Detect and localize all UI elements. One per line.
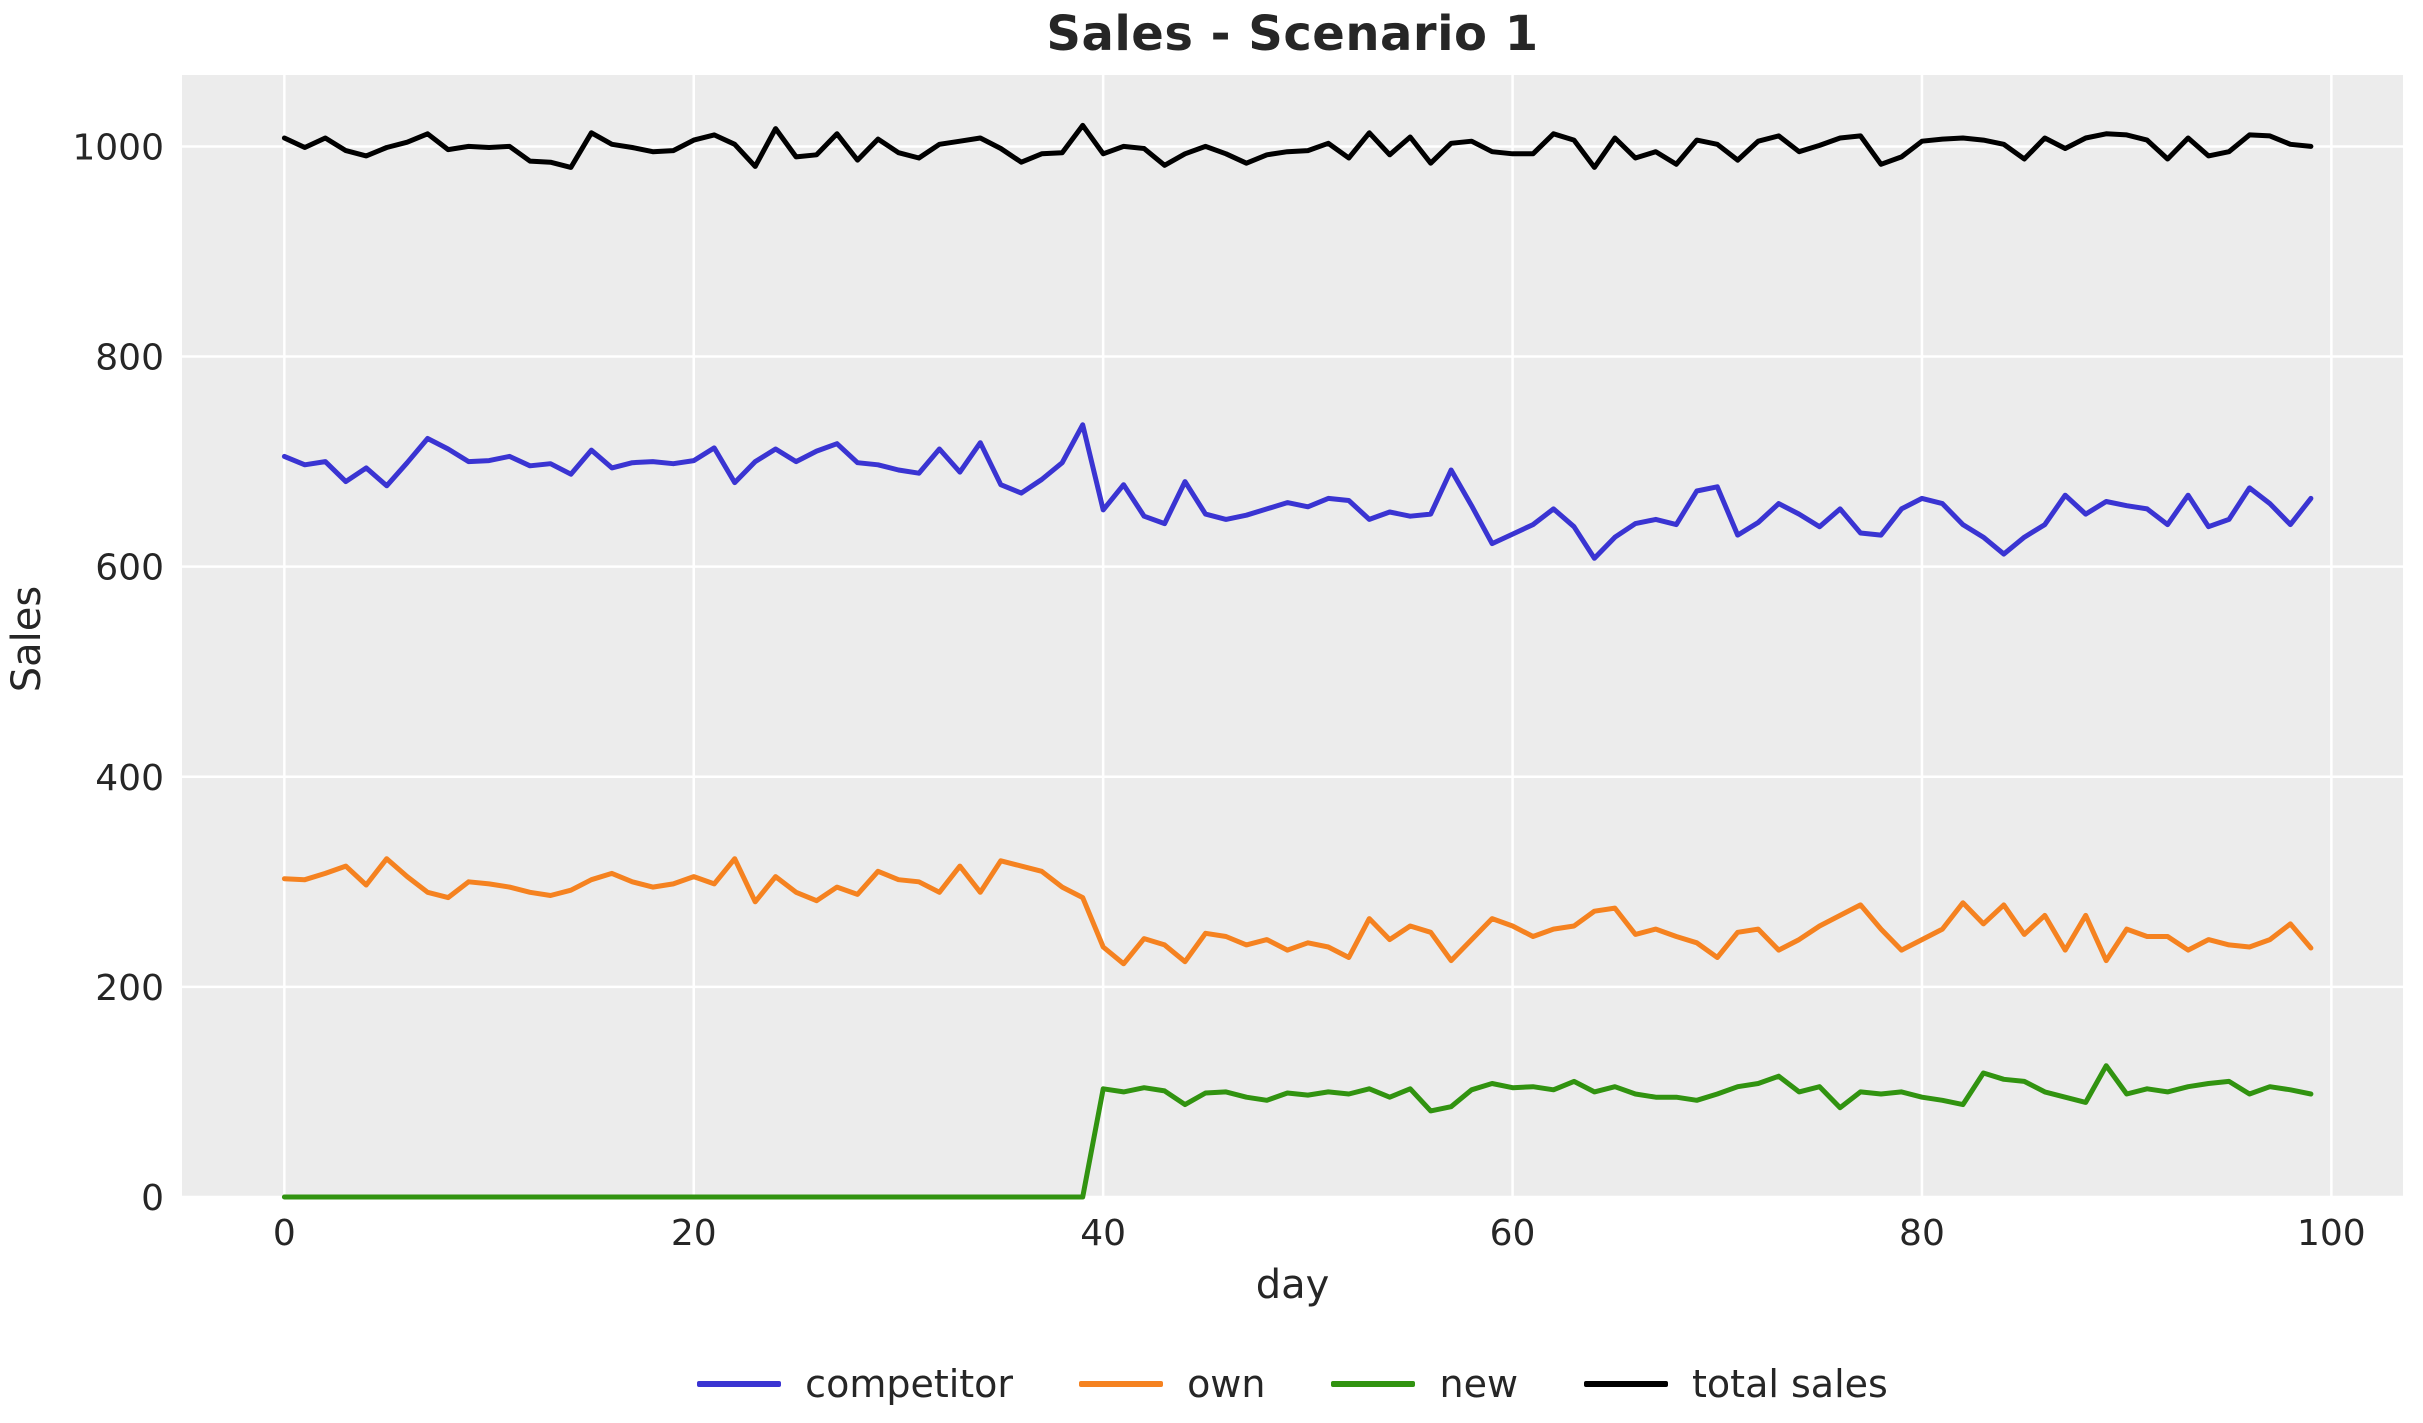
y-tick-label: 1000 xyxy=(72,127,164,168)
y-tick-label: 0 xyxy=(141,1178,164,1219)
y-tick-label: 600 xyxy=(95,548,164,589)
legend-swatch-total-sales xyxy=(1584,1381,1669,1387)
x-tick-label: 80 xyxy=(1899,1213,1945,1254)
x-tick-label: 20 xyxy=(671,1213,717,1254)
legend-label-total-sales: total sales xyxy=(1692,1362,1888,1406)
chart-title: Sales - Scenario 1 xyxy=(1046,6,1539,62)
series-line-own xyxy=(281,856,2314,967)
series-line-competitor xyxy=(281,422,2314,561)
legend-swatch-competitor xyxy=(697,1381,782,1387)
plot-background xyxy=(182,75,2403,1197)
x-tick-label: 100 xyxy=(2297,1213,2366,1254)
legend-swatch-new xyxy=(1331,1381,1416,1387)
legend-label-new: new xyxy=(1439,1362,1519,1406)
legend-item-new: new xyxy=(1331,1362,1518,1406)
x-tick-label: 40 xyxy=(1080,1213,1126,1254)
legend: competitor own new total sales xyxy=(182,1362,2403,1406)
y-tick-label: 200 xyxy=(95,968,164,1009)
legend-label-own: own xyxy=(1187,1362,1266,1406)
y-axis-label: Sales xyxy=(4,585,50,693)
legend-item-own: own xyxy=(1079,1362,1265,1406)
legend-label-competitor: competitor xyxy=(805,1362,1014,1406)
series-line-total-sales xyxy=(281,122,2314,170)
legend-swatch-own xyxy=(1079,1381,1164,1387)
legend-item-total-sales: total sales xyxy=(1584,1362,1888,1406)
x-axis-label: day xyxy=(1255,1262,1330,1308)
legend-item-competitor: competitor xyxy=(697,1362,1013,1406)
x-tick-label: 60 xyxy=(1490,1213,1536,1254)
series-line-new xyxy=(281,1063,2314,1200)
x-tick-label: 0 xyxy=(273,1213,296,1254)
y-tick-label: 800 xyxy=(95,338,164,379)
y-tick-label: 400 xyxy=(95,758,164,799)
